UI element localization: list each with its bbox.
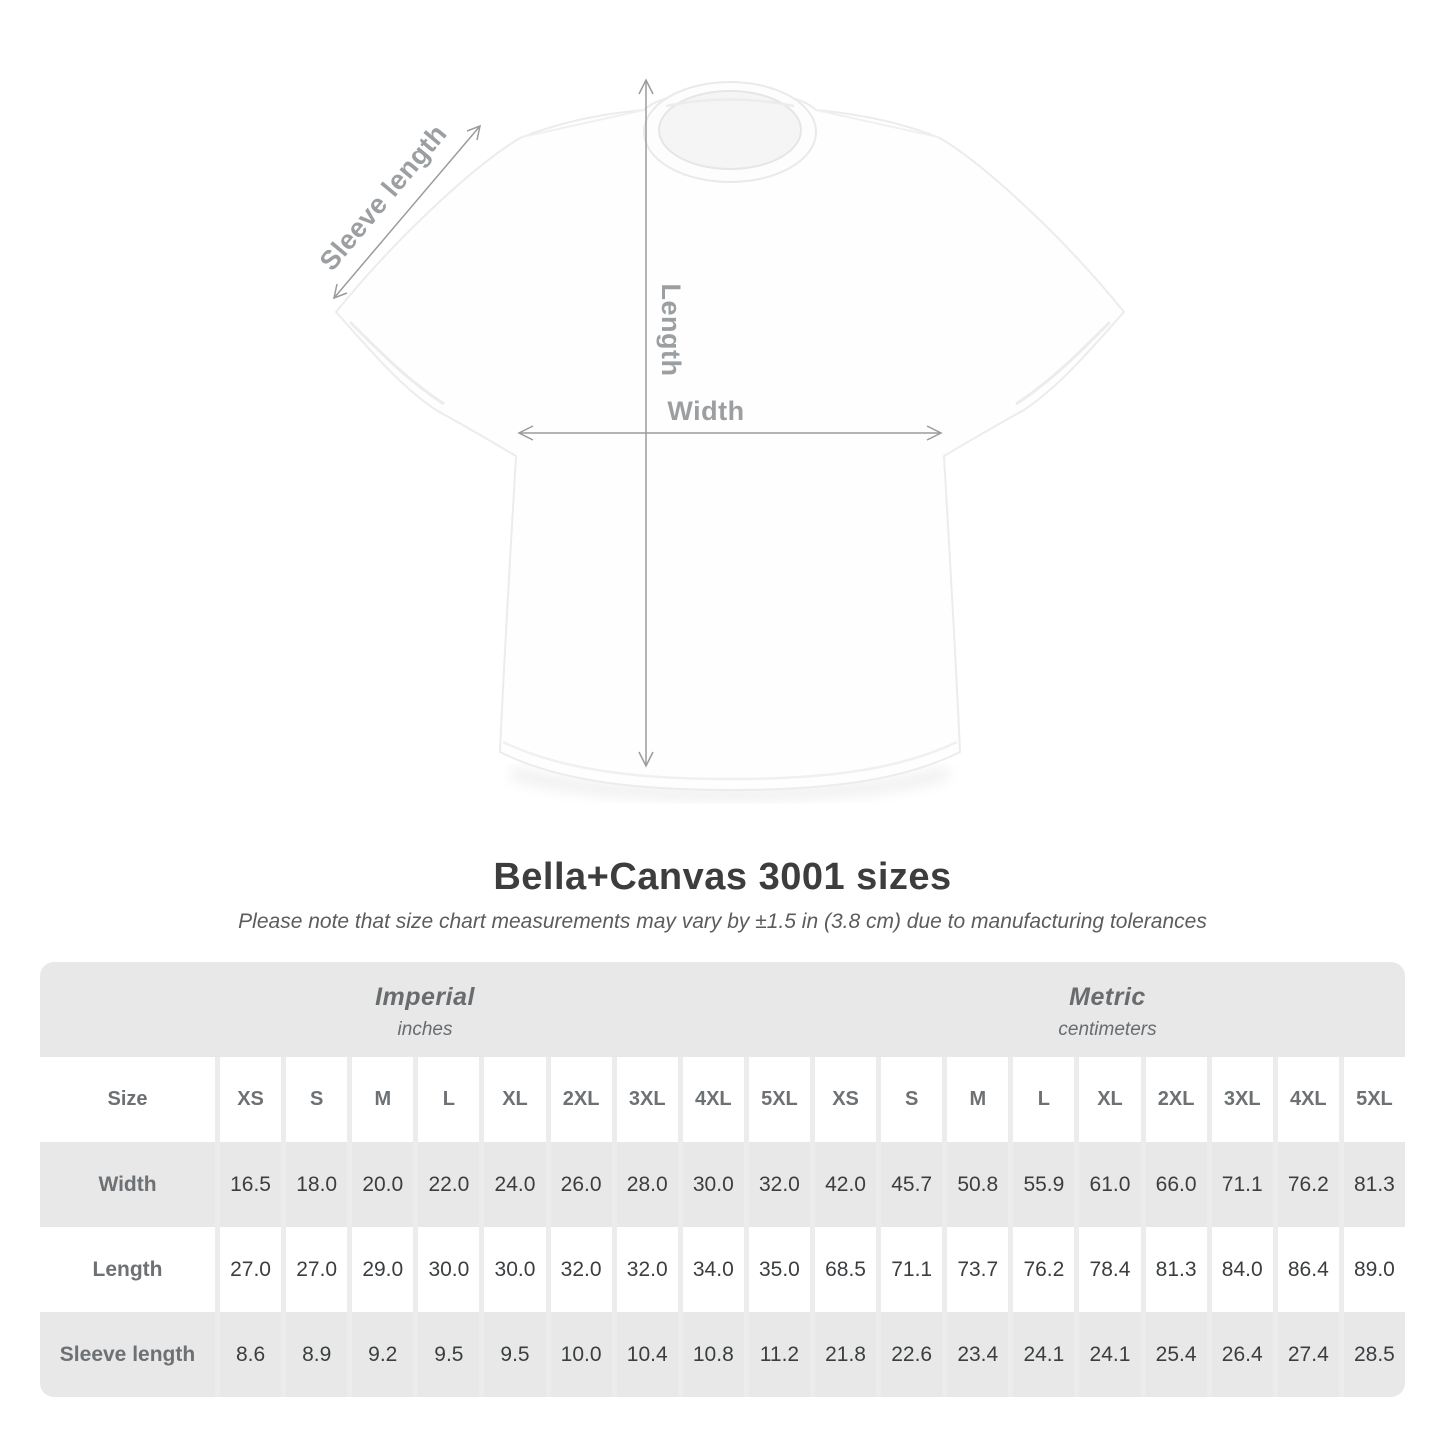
size-header-cell: 2XL	[1145, 1057, 1207, 1142]
value-cell: 76.2	[1277, 1142, 1339, 1227]
width-arrow	[517, 425, 943, 441]
value-cell: 61.0	[1079, 1142, 1141, 1227]
value-cell: 11.2	[748, 1312, 810, 1397]
value-cell: 27.0	[286, 1227, 348, 1312]
size-header-cell: XL	[484, 1057, 546, 1142]
size-header-cell: L	[1013, 1057, 1075, 1142]
value-cell: 24.1	[1079, 1312, 1141, 1397]
value-cell: 66.0	[1145, 1142, 1207, 1227]
value-cell: 20.0	[352, 1142, 414, 1227]
value-cell: 89.0	[1343, 1227, 1405, 1312]
value-cell: 32.0	[550, 1227, 612, 1312]
value-cell: 81.3	[1145, 1227, 1207, 1312]
value-cell: 78.4	[1079, 1227, 1141, 1312]
size-header-cell: 2XL	[550, 1057, 612, 1142]
value-cell: 27.0	[220, 1227, 282, 1312]
value-cell: 22.6	[881, 1312, 943, 1397]
value-cell: 25.4	[1145, 1312, 1207, 1397]
row-label: Width	[40, 1142, 215, 1227]
sleeve-length-arrow	[332, 124, 482, 300]
length-label: Length	[656, 284, 686, 377]
value-cell: 26.4	[1211, 1312, 1273, 1397]
value-cell: 10.4	[616, 1312, 678, 1397]
imperial-unit: inches	[397, 1018, 453, 1040]
value-cell: 34.0	[682, 1227, 744, 1312]
width-label: Width	[667, 396, 744, 426]
row-label: Length	[40, 1227, 215, 1312]
size-header-cell: 5XL	[1343, 1057, 1405, 1142]
value-cell: 29.0	[352, 1227, 414, 1312]
value-cell: 8.9	[286, 1312, 348, 1397]
row-label: Sleeve length	[40, 1312, 215, 1397]
value-cell: 84.0	[1211, 1227, 1273, 1312]
value-cell: 81.3	[1343, 1142, 1405, 1227]
collar	[643, 81, 817, 183]
size-header-cell: M	[352, 1057, 414, 1142]
value-cell: 21.8	[814, 1312, 877, 1397]
tshirt-hem-shadow	[510, 766, 950, 800]
size-header-cell: 5XL	[748, 1057, 810, 1142]
tshirt-measurement-diagram: Sleeve length Length Width	[314, 78, 1126, 800]
value-cell: 9.5	[484, 1312, 546, 1397]
value-cell: 73.7	[947, 1227, 1009, 1312]
value-cell: 9.2	[352, 1312, 414, 1397]
value-cell: 71.1	[881, 1227, 943, 1312]
value-cell: 27.4	[1277, 1312, 1339, 1397]
metric-unit: centimeters	[1058, 1018, 1157, 1040]
value-cell: 8.6	[220, 1312, 282, 1397]
value-cell: 9.5	[418, 1312, 480, 1397]
value-cell: 30.0	[418, 1227, 480, 1312]
value-cell: 23.4	[947, 1312, 1009, 1397]
value-cell: 55.9	[1013, 1142, 1075, 1227]
size-header-cell: S	[881, 1057, 943, 1142]
value-cell: 18.0	[286, 1142, 348, 1227]
tshirt-graphic	[334, 81, 1126, 792]
imperial-header: Imperial	[375, 982, 475, 1011]
value-cell: 22.0	[418, 1142, 480, 1227]
value-cell: 45.7	[881, 1142, 943, 1227]
size-header-cell: L	[418, 1057, 480, 1142]
value-cell: 28.5	[1343, 1312, 1405, 1397]
value-cell: 35.0	[748, 1227, 810, 1312]
value-cell: 86.4	[1277, 1227, 1339, 1312]
size-header-cell: 4XL	[1277, 1057, 1339, 1142]
size-header-cell: S	[286, 1057, 348, 1142]
page-title: Bella+Canvas 3001 sizes	[493, 856, 952, 898]
value-cell: 28.0	[616, 1142, 678, 1227]
value-cell: 32.0	[748, 1142, 810, 1227]
value-cell: 24.0	[484, 1142, 546, 1227]
size-header-cell: XS	[220, 1057, 282, 1142]
size-header-cell: 3XL	[1211, 1057, 1273, 1142]
value-cell: 68.5	[814, 1227, 877, 1312]
value-cell: 16.5	[220, 1142, 282, 1227]
tolerance-note: Please note that size chart measurements…	[238, 910, 1207, 933]
value-cell: 50.8	[947, 1142, 1009, 1227]
size-header-cell: M	[947, 1057, 1009, 1142]
value-cell: 10.8	[682, 1312, 744, 1397]
metric-header-group: Metric centimeters	[810, 962, 1405, 1057]
value-cell: 26.0	[550, 1142, 612, 1227]
value-cell: 24.1	[1013, 1312, 1075, 1397]
size-header-cell: 4XL	[682, 1057, 744, 1142]
size-header-cell: XS	[814, 1057, 877, 1142]
value-cell: 76.2	[1013, 1227, 1075, 1312]
unit-header-row: Imperial inches Metric centimeters	[40, 962, 1405, 1057]
value-cell: 10.0	[550, 1312, 612, 1397]
value-cell: 71.1	[1211, 1142, 1273, 1227]
metric-header: Metric	[1069, 982, 1146, 1011]
row-label: Size	[40, 1057, 215, 1142]
imperial-header-group: Imperial inches	[40, 962, 810, 1057]
value-cell: 30.0	[682, 1142, 744, 1227]
size-table-grid: Size XS S M L XL 2XL 3XL 4XL 5XL XS S M L XL 2XL 3XL 4XL 5…	[40, 1057, 1405, 1397]
value-cell: 42.0	[814, 1142, 877, 1227]
value-cell: 30.0	[484, 1227, 546, 1312]
length-arrow	[638, 78, 654, 768]
value-cell: 32.0	[616, 1227, 678, 1312]
size-header-cell: 3XL	[616, 1057, 678, 1142]
size-table: Imperial inches Metric centimeters Size X…	[40, 962, 1405, 1397]
size-header-cell: XL	[1079, 1057, 1141, 1142]
